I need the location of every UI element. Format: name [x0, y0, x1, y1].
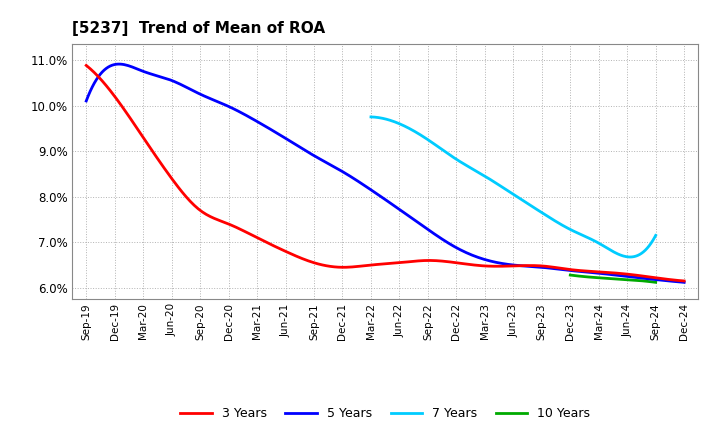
3 Years — [438, 258, 446, 264]
7 Years — [541, 212, 549, 217]
7 Years — [625, 254, 634, 260]
10 Years — [616, 277, 625, 282]
3 Years — [84, 64, 93, 70]
10 Years — [644, 279, 652, 284]
3 Years — [82, 63, 91, 68]
5 Years — [440, 238, 449, 243]
5 Years — [588, 270, 596, 275]
10 Years — [638, 278, 647, 283]
10 Years — [566, 272, 575, 278]
10 Years — [617, 277, 626, 282]
10 Years — [566, 272, 575, 278]
Line: 3 Years: 3 Years — [86, 66, 684, 281]
5 Years — [84, 93, 93, 99]
7 Years — [368, 114, 377, 120]
3 Years — [586, 269, 595, 274]
10 Years — [652, 280, 660, 285]
Legend: 3 Years, 5 Years, 7 Years, 10 Years: 3 Years, 5 Years, 7 Years, 10 Years — [176, 403, 595, 425]
3 Years — [436, 258, 444, 264]
3 Years — [624, 271, 632, 277]
Line: 7 Years: 7 Years — [371, 117, 656, 257]
7 Years — [366, 114, 375, 120]
3 Years — [448, 260, 456, 265]
5 Years — [82, 98, 91, 103]
Line: 5 Years: 5 Years — [86, 64, 684, 282]
5 Years — [114, 62, 122, 67]
5 Years — [450, 244, 459, 249]
Line: 10 Years: 10 Years — [570, 275, 656, 282]
7 Years — [535, 209, 544, 214]
5 Years — [438, 237, 446, 242]
7 Years — [626, 254, 634, 260]
10 Years — [618, 277, 627, 282]
5 Years — [626, 274, 634, 279]
3 Years — [680, 279, 688, 284]
7 Years — [536, 209, 545, 214]
Text: [5237]  Trend of Mean of ROA: [5237] Trend of Mean of ROA — [72, 21, 325, 36]
7 Years — [607, 248, 616, 253]
7 Years — [652, 233, 660, 238]
5 Years — [680, 280, 688, 285]
